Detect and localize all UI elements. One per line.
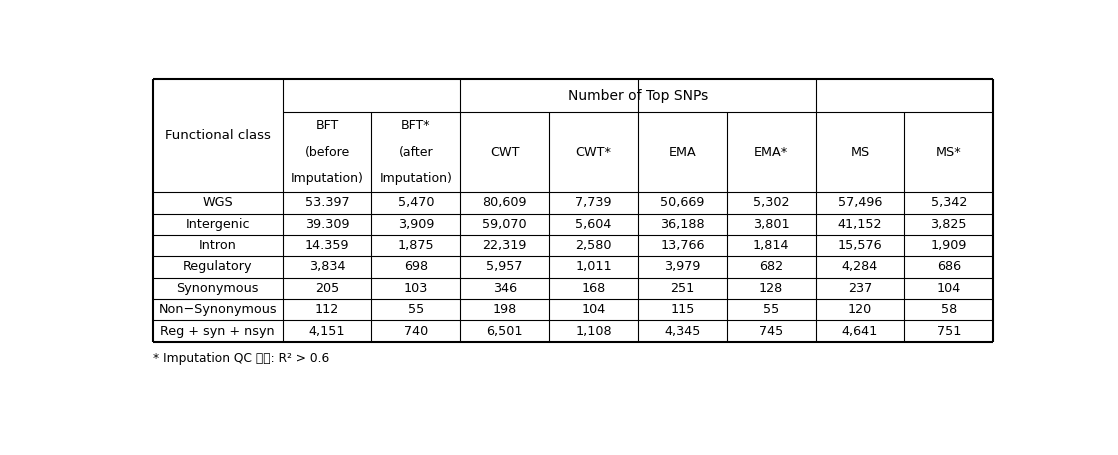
Text: 53.397: 53.397 (305, 196, 349, 209)
Text: 237: 237 (847, 282, 872, 295)
Text: WGS: WGS (202, 196, 233, 209)
Text: 104: 104 (581, 303, 606, 316)
Text: 4,345: 4,345 (664, 325, 701, 338)
Text: 3,801: 3,801 (752, 217, 789, 231)
Text: 1,011: 1,011 (575, 261, 612, 273)
Text: Regulatory: Regulatory (183, 261, 253, 273)
Text: 103: 103 (404, 282, 428, 295)
Text: 7,739: 7,739 (576, 196, 612, 209)
Text: 104: 104 (937, 282, 960, 295)
Text: 58: 58 (940, 303, 957, 316)
Text: CWT: CWT (490, 146, 520, 158)
Text: Imputation): Imputation) (291, 172, 363, 185)
Text: Intron: Intron (199, 239, 237, 252)
Text: MS*: MS* (936, 146, 961, 158)
Text: 59,070: 59,070 (482, 217, 527, 231)
Text: EMA: EMA (669, 146, 697, 158)
Text: 168: 168 (581, 282, 606, 295)
Text: MS: MS (851, 146, 870, 158)
Text: 80,609: 80,609 (483, 196, 527, 209)
Text: Synonymous: Synonymous (177, 282, 259, 295)
Text: 1,875: 1,875 (398, 239, 434, 252)
Text: (after: (after (398, 146, 433, 158)
Text: Intergenic: Intergenic (186, 217, 250, 231)
Text: 3,834: 3,834 (309, 261, 345, 273)
Text: 15,576: 15,576 (837, 239, 882, 252)
Text: 1,814: 1,814 (752, 239, 789, 252)
Text: 55: 55 (408, 303, 424, 316)
Text: Non−Synonymous: Non−Synonymous (159, 303, 277, 316)
Text: 115: 115 (670, 303, 694, 316)
Text: 57,496: 57,496 (837, 196, 882, 209)
Text: 1,909: 1,909 (930, 239, 967, 252)
Text: 686: 686 (937, 261, 960, 273)
Text: 5,470: 5,470 (398, 196, 434, 209)
Text: (before: (before (304, 146, 350, 158)
Text: 5,342: 5,342 (930, 196, 967, 209)
Text: 14.359: 14.359 (305, 239, 349, 252)
Text: 346: 346 (493, 282, 517, 295)
Text: 205: 205 (315, 282, 339, 295)
Text: 198: 198 (493, 303, 517, 316)
Text: 698: 698 (404, 261, 428, 273)
Text: Imputation): Imputation) (379, 172, 453, 185)
Text: 22,319: 22,319 (483, 239, 527, 252)
Text: 112: 112 (315, 303, 339, 316)
Text: 251: 251 (670, 282, 694, 295)
Text: 2,580: 2,580 (576, 239, 612, 252)
Text: 13,766: 13,766 (660, 239, 704, 252)
Text: * Imputation QC 수행: R² > 0.6: * Imputation QC 수행: R² > 0.6 (153, 352, 329, 365)
Text: 50,669: 50,669 (660, 196, 704, 209)
Text: 745: 745 (759, 325, 784, 338)
Text: 4,284: 4,284 (842, 261, 878, 273)
Text: EMA*: EMA* (754, 146, 788, 158)
Text: 682: 682 (759, 261, 784, 273)
Text: Reg + syn + nsyn: Reg + syn + nsyn (160, 325, 275, 338)
Text: 5,957: 5,957 (486, 261, 523, 273)
Text: 740: 740 (404, 325, 428, 338)
Text: BFT: BFT (315, 119, 339, 132)
Text: 751: 751 (937, 325, 961, 338)
Text: 41,152: 41,152 (837, 217, 882, 231)
Text: 3,825: 3,825 (930, 217, 967, 231)
Text: 39.309: 39.309 (305, 217, 349, 231)
Text: Number of Top SNPs: Number of Top SNPs (568, 89, 708, 102)
Text: 6,501: 6,501 (486, 325, 523, 338)
Text: 4,641: 4,641 (842, 325, 878, 338)
Text: CWT*: CWT* (576, 146, 612, 158)
Text: 1,108: 1,108 (575, 325, 612, 338)
Text: 5,302: 5,302 (752, 196, 789, 209)
Text: 128: 128 (759, 282, 784, 295)
Text: BFT*: BFT* (401, 119, 430, 132)
Text: 3,909: 3,909 (398, 217, 434, 231)
Text: 4,151: 4,151 (309, 325, 345, 338)
Text: 36,188: 36,188 (660, 217, 704, 231)
Text: 120: 120 (847, 303, 872, 316)
Text: 5,604: 5,604 (576, 217, 612, 231)
Text: 55: 55 (762, 303, 779, 316)
Text: 3,979: 3,979 (664, 261, 701, 273)
Text: Functional class: Functional class (164, 129, 271, 142)
